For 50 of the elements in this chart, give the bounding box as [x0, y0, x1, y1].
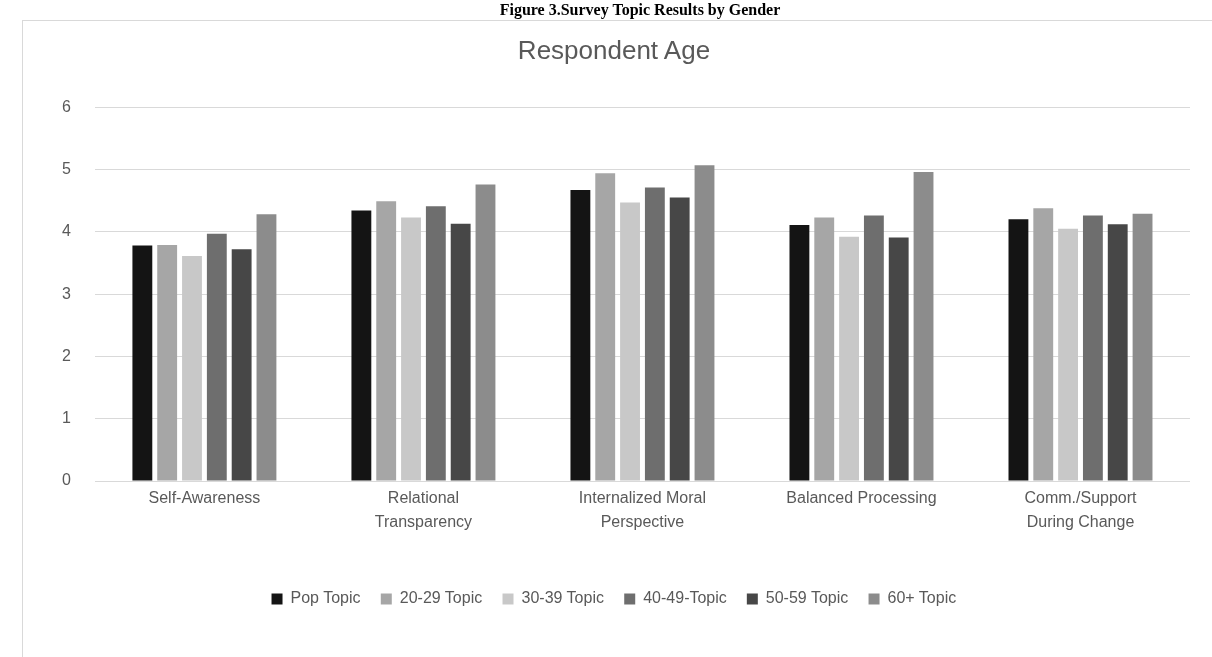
x-tick-label: Internalized Moral Perspective	[578, 489, 707, 531]
bar	[376, 201, 397, 481]
bar	[1132, 213, 1153, 481]
bar	[644, 187, 665, 481]
bar	[475, 184, 496, 481]
chart-title: Respondent Age	[517, 34, 711, 65]
bar	[157, 244, 178, 481]
bar	[1008, 219, 1029, 481]
legend-label: 50-59 Topic	[765, 589, 849, 607]
x-tick-label: Comm./Support During Change	[1024, 489, 1138, 531]
x-tick-label: Balanced Processing	[786, 489, 937, 507]
bar	[450, 223, 471, 481]
bar	[1107, 224, 1128, 481]
bar	[888, 237, 909, 481]
bar	[913, 171, 934, 481]
bar	[789, 224, 810, 481]
bar	[863, 215, 884, 481]
caption: Figure 3.Survey Topic Results by Gender	[499, 1, 781, 18]
bar	[256, 214, 277, 481]
y-tick-label: 1	[61, 409, 71, 427]
y-tick-label: 6	[61, 97, 71, 115]
legend-label: Pop Topic	[290, 589, 361, 607]
bar	[595, 173, 616, 481]
y-tick-label: 4	[61, 222, 71, 240]
bar	[1082, 215, 1103, 481]
x-tick-label: Relational Transparency	[374, 489, 473, 531]
bar	[206, 233, 227, 481]
bar	[401, 217, 421, 481]
bar	[1033, 208, 1054, 481]
bar	[1058, 228, 1079, 481]
bar	[694, 165, 715, 481]
bar	[132, 245, 153, 481]
y-tick-label: 0	[61, 471, 71, 489]
legend-label: 30-39 Topic	[521, 589, 604, 607]
bar	[669, 197, 690, 481]
legend-label: 40-49-Topic	[643, 589, 727, 607]
bar	[425, 206, 446, 481]
y-tick-label: 5	[61, 159, 71, 177]
y-tick-label: 3	[61, 284, 71, 302]
bar	[231, 249, 252, 481]
bar	[351, 210, 372, 481]
y-tick-label: 2	[61, 346, 71, 364]
bar	[182, 256, 202, 481]
legend-label: 20-29 Topic	[399, 589, 483, 607]
bar	[839, 236, 859, 481]
legend-label: 60+ Topic	[887, 589, 957, 607]
bar	[570, 190, 591, 481]
bar	[814, 217, 835, 481]
x-tick-label: Self-Awareness	[148, 489, 261, 507]
bar	[620, 202, 640, 481]
